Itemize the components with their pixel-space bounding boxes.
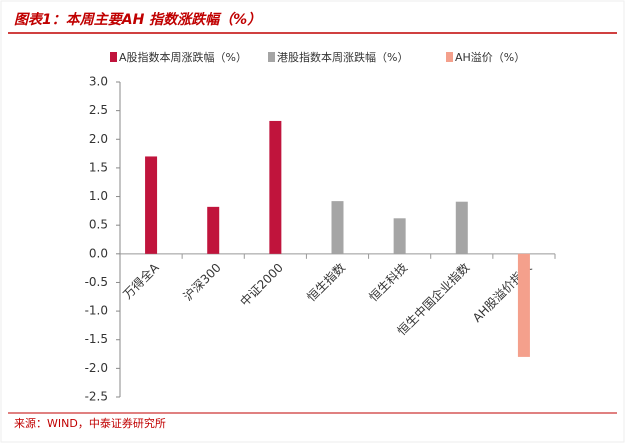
legend-swatch <box>268 52 275 62</box>
legend-label: 港股指数本周涨跌幅（%） <box>277 50 408 64</box>
bar <box>207 206 220 254</box>
chart-title: 图表1：本周主要AH 指数涨跌幅（%） <box>14 11 261 28</box>
y-tick-label: -1.0 <box>85 304 108 318</box>
legend-swatch <box>446 52 453 62</box>
bar <box>269 120 282 254</box>
legend-label: A股指数本周涨跌幅（%） <box>119 50 247 64</box>
y-tick-label: 1.0 <box>89 189 108 203</box>
y-tick-label: -2.0 <box>85 361 108 375</box>
bar <box>393 218 406 254</box>
y-tick-label: 1.5 <box>89 160 108 174</box>
source-note: 来源：WIND，中泰证券研究所 <box>14 416 166 430</box>
y-tick-label: 0.0 <box>89 246 108 260</box>
bar <box>331 201 344 254</box>
y-tick-label: 3.0 <box>89 75 108 89</box>
legend-swatch <box>110 52 117 62</box>
y-tick-label: -1.5 <box>85 332 108 346</box>
y-tick-label: -2.5 <box>85 390 108 404</box>
y-tick-label: -0.5 <box>85 275 108 289</box>
y-tick-label: 0.5 <box>89 218 108 232</box>
y-tick-label: 2.5 <box>89 103 108 117</box>
legend-label: AH溢价（%） <box>455 50 525 64</box>
bar <box>517 253 530 357</box>
y-tick-label: 2.0 <box>89 132 108 146</box>
bar <box>455 201 468 254</box>
bar <box>145 156 158 254</box>
